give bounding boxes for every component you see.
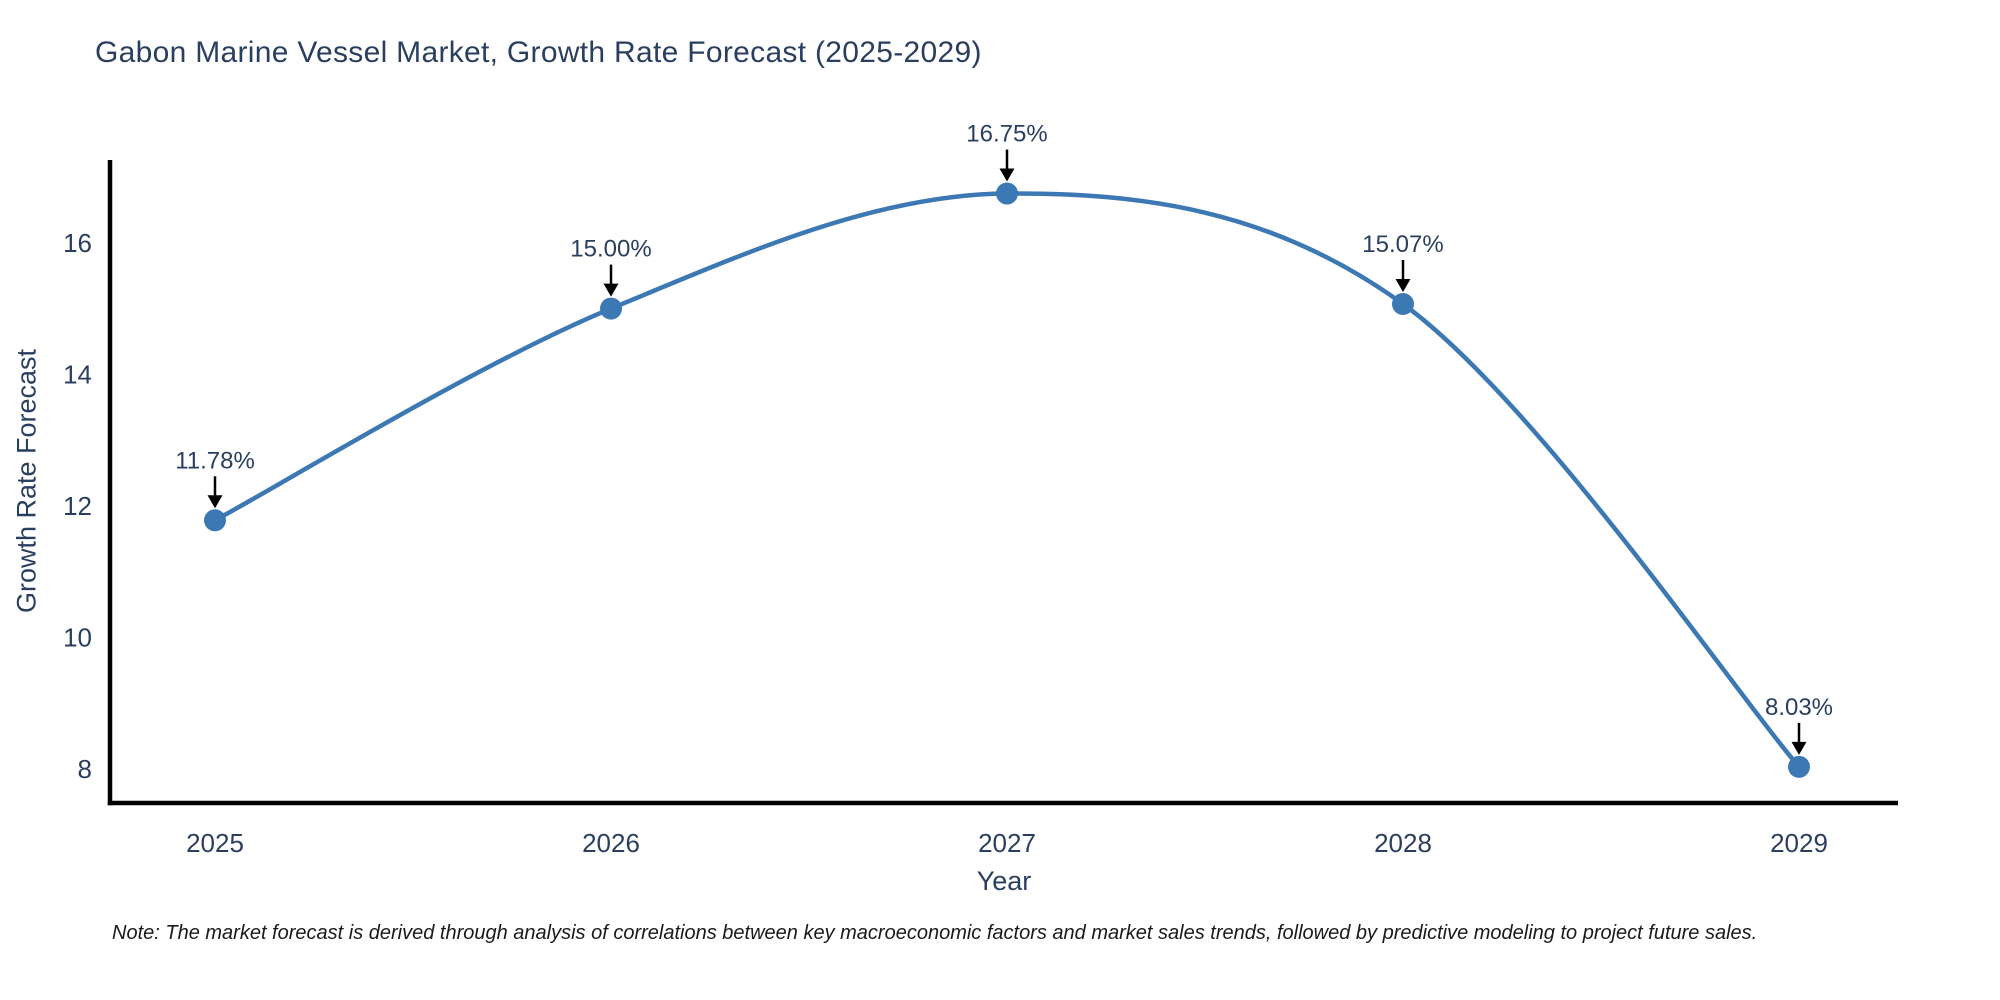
point-value-label: 8.03% xyxy=(1765,694,1833,721)
y-tick-label: 14 xyxy=(63,359,92,389)
x-tick-label: 2029 xyxy=(1770,828,1828,858)
data-point-marker xyxy=(996,182,1018,205)
data-point-marker xyxy=(204,509,226,532)
y-tick-label: 12 xyxy=(63,491,92,521)
x-tick-label: 2026 xyxy=(582,828,640,858)
point-value-label: 15.07% xyxy=(1362,231,1443,258)
annotation-arrowhead xyxy=(999,168,1015,182)
x-tick-label: 2027 xyxy=(978,828,1036,858)
data-point-marker xyxy=(600,297,622,320)
y-tick-label: 16 xyxy=(63,228,92,258)
annotation-arrowhead xyxy=(1791,741,1807,755)
point-value-label: 11.78% xyxy=(175,447,255,474)
chart-title: Gabon Marine Vessel Market, Growth Rate … xyxy=(95,36,982,69)
data-point-marker xyxy=(1392,292,1414,315)
footnote: Note: The market forecast is derived thr… xyxy=(112,922,1758,944)
annotation-arrowhead xyxy=(1395,278,1411,292)
growth-rate-curve xyxy=(212,191,1802,770)
annotation-arrowhead xyxy=(603,283,619,297)
y-axis-title: Growth Rate Forecast xyxy=(11,348,42,614)
y-tick-label: 10 xyxy=(63,622,92,652)
annotation-arrowhead xyxy=(207,495,223,509)
x-tick-label: 2028 xyxy=(1374,828,1432,858)
x-tick-label: 2025 xyxy=(186,828,244,858)
y-tick-label: 8 xyxy=(78,754,92,784)
point-value-label: 15.00% xyxy=(570,236,651,263)
data-point-marker xyxy=(1788,755,1810,778)
point-value-label: 16.75% xyxy=(966,121,1047,148)
x-axis-title: Year xyxy=(976,866,1032,896)
